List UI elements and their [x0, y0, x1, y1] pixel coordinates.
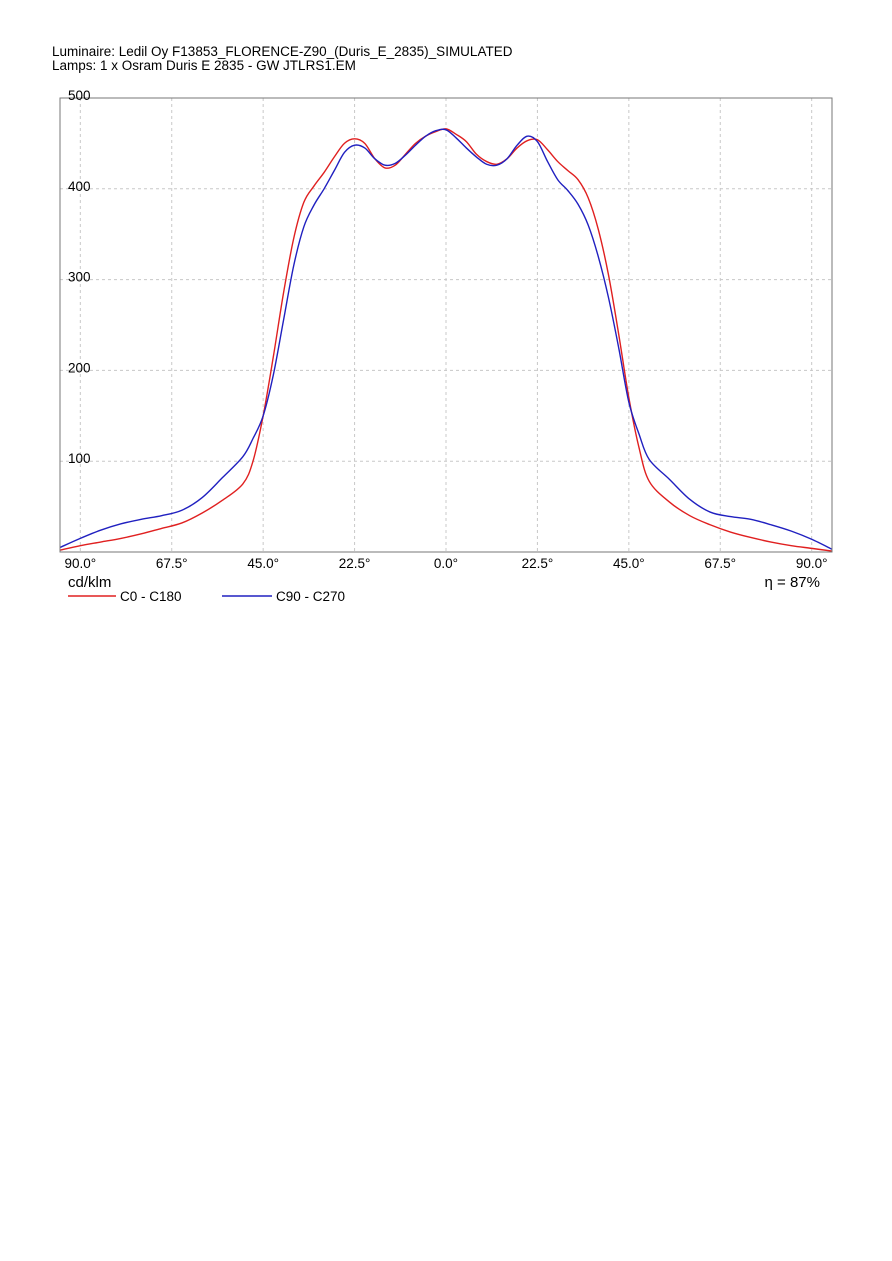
luminaire-title: Luminaire: Ledil Oy F13853_FLORENCE-Z90_…: [52, 44, 513, 59]
series-line-c90-c270: [59, 128, 833, 550]
y-tick-label: 100: [68, 451, 91, 466]
intensity-chart: 100 200 300 400 500 90.0° 67.5° 45.0° 22.5° 0.0°…: [59, 88, 833, 604]
legend: C0 - C180 C90 - C270: [68, 589, 345, 604]
legend-label: C90 - C270: [276, 589, 345, 604]
series-line-c0-c180: [59, 128, 833, 552]
lamps-title: Lamps: 1 x Osram Duris E 2835 - GW JTLRS…: [52, 58, 356, 73]
x-tick-labels: 90.0° 67.5° 45.0° 22.5° 0.0° 22.5° 45.0° 67.5° 9…: [64, 556, 827, 571]
x-tick-label: 67.5°: [156, 556, 188, 571]
y-tick-label: 500: [68, 88, 91, 103]
unit-label: cd/klm: [68, 574, 111, 591]
chart-header: Luminaire: Ledil Oy F13853_FLORENCE-Z90_…: [52, 45, 512, 73]
y-tick-label: 300: [68, 270, 91, 285]
x-tick-label: 90.0°: [796, 556, 828, 571]
plot-frame: [59, 97, 833, 553]
x-tick-label: 0.0°: [434, 556, 458, 571]
x-tick-label: 22.5°: [339, 556, 371, 571]
efficiency-label: η = 87%: [765, 574, 820, 591]
x-tick-label: 22.5°: [522, 556, 554, 571]
y-tick-labels: 100 200 300 400 500: [68, 88, 91, 466]
x-tick-label: 45.0°: [613, 556, 645, 571]
x-tick-label: 45.0°: [247, 556, 279, 571]
legend-label: C0 - C180: [120, 589, 182, 604]
y-tick-label: 400: [68, 179, 91, 194]
series-lines: [59, 128, 833, 552]
y-tick-label: 200: [68, 360, 91, 375]
x-tick-label: 67.5°: [704, 556, 736, 571]
x-tick-label: 90.0°: [64, 556, 96, 571]
